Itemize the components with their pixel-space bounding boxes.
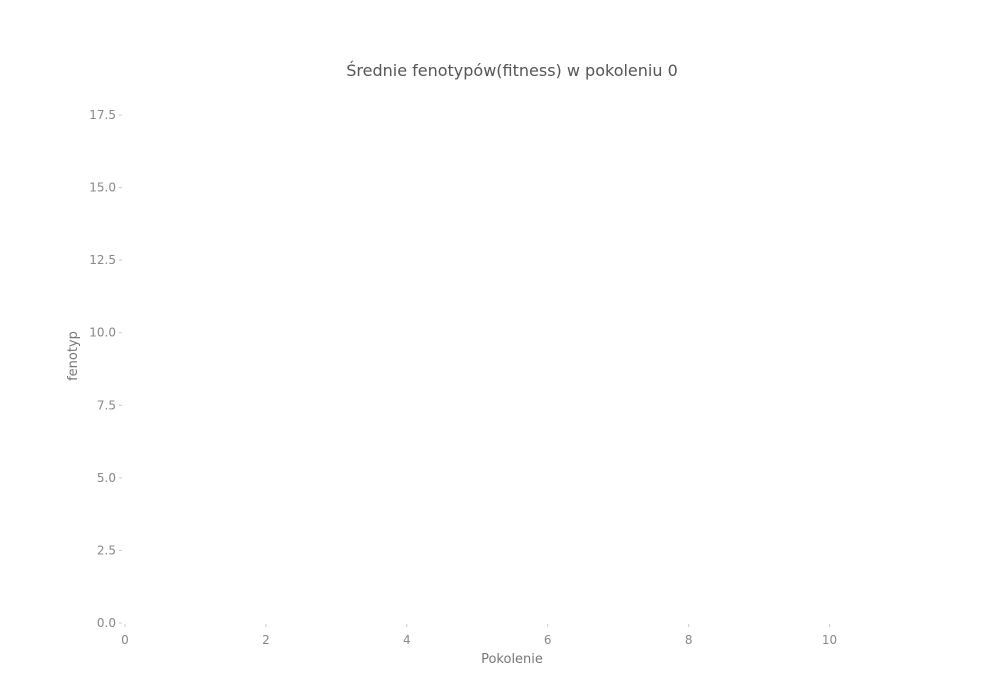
y-tick-label: 17.5	[89, 108, 116, 122]
y-tick-label: 0.0	[97, 616, 116, 630]
x-tick-label: 0	[121, 633, 129, 647]
x-tick-label: 10	[822, 633, 837, 647]
x-axis-label: Pokolenie	[481, 652, 543, 667]
y-tick-label: 15.0	[89, 181, 116, 195]
y-tick-label: 2.5	[97, 543, 116, 557]
x-tick-label: 8	[685, 633, 693, 647]
chart-title: Średnie fenotypów(fitness) w pokoleniu 0	[346, 61, 678, 80]
y-tick-label: 12.5	[89, 253, 116, 267]
y-tick-label: 5.0	[97, 471, 116, 485]
y-tick-label: 10.0	[89, 326, 116, 340]
y-tick-label: 7.5	[97, 398, 116, 412]
x-axis-ticks: 0 2 4 6 8 10	[121, 624, 837, 647]
x-tick-label: 6	[544, 633, 552, 647]
x-tick-label: 2	[262, 633, 270, 647]
x-tick-label: 4	[403, 633, 411, 647]
y-axis-ticks: 0.0 2.5 5.0 7.5 10.0 12.5 15.0 17.5	[89, 108, 122, 630]
y-axis-label: fenotyp	[66, 331, 81, 381]
